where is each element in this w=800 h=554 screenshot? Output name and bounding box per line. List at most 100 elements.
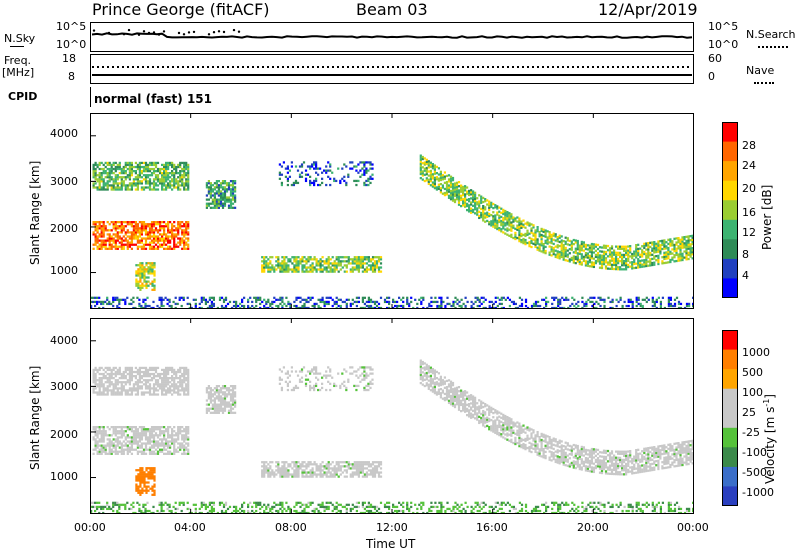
power-cell	[602, 244, 606, 247]
power-cell	[106, 167, 109, 171]
power-cell	[663, 261, 666, 265]
power-cell	[494, 218, 497, 221]
power-cell	[484, 208, 487, 211]
power-cell	[659, 248, 662, 251]
velocity-cell	[140, 428, 144, 431]
velocity-cell	[122, 389, 125, 392]
velocity-cell	[135, 475, 138, 478]
power-cell	[659, 302, 663, 306]
velocity-cell	[100, 436, 103, 439]
velocity-cell	[145, 487, 148, 490]
power-cell	[112, 167, 115, 171]
power-cell	[307, 306, 310, 309]
power-cell	[134, 178, 138, 181]
velocity-cell	[124, 393, 127, 396]
power-cell	[116, 304, 119, 308]
power-cell	[98, 245, 101, 248]
velocity-cell	[159, 428, 162, 431]
velocity-cell	[116, 387, 119, 390]
power-cell	[462, 192, 465, 195]
power-cell	[159, 225, 162, 228]
power-cell	[548, 241, 551, 244]
power-cell	[355, 300, 359, 304]
power-cell	[185, 229, 188, 232]
power-cell	[150, 174, 154, 177]
power-cell	[657, 242, 660, 245]
power-cell	[419, 168, 422, 172]
power-cell	[631, 265, 634, 268]
power-cell	[482, 205, 485, 208]
velocity-cell	[187, 370, 190, 374]
velocity-cell	[98, 440, 101, 443]
power-cell	[311, 268, 314, 271]
velocity-cell	[147, 489, 150, 492]
power-cell	[665, 251, 668, 254]
power-cell	[685, 248, 688, 251]
power-cell	[98, 306, 101, 309]
power-cell	[578, 252, 581, 255]
velocity-cell	[145, 491, 148, 494]
power-cell	[128, 221, 132, 224]
power-cell	[343, 163, 346, 166]
power-cell	[496, 205, 499, 208]
power-cell	[144, 170, 148, 173]
power-cell	[576, 254, 579, 257]
power-cell	[606, 261, 610, 264]
power-cell	[181, 233, 184, 236]
power-cell	[361, 298, 365, 301]
velocity-cell	[141, 481, 144, 484]
power-cell	[165, 243, 168, 246]
power-cell	[289, 304, 292, 308]
velocity-cell	[171, 375, 174, 378]
power-cell	[494, 220, 497, 223]
velocity-cell	[309, 469, 312, 472]
power-cell	[600, 246, 604, 249]
power-cell	[437, 177, 441, 180]
power-cell	[577, 304, 580, 308]
power-cell	[146, 174, 150, 177]
velocity-cell	[118, 381, 121, 384]
power-cell	[132, 235, 136, 238]
velocity-cell	[179, 375, 182, 378]
power-cell	[363, 173, 366, 176]
power-cell	[627, 300, 630, 304]
power-cell	[528, 242, 531, 246]
power-cell	[480, 296, 483, 299]
power-cell	[339, 306, 342, 309]
velocity-cell	[263, 467, 266, 470]
power-cell	[602, 246, 606, 249]
power-cell	[679, 244, 682, 248]
power-cell	[149, 262, 152, 265]
velocity-cell	[130, 368, 134, 372]
power-cell	[635, 250, 638, 253]
velocity-cell	[173, 370, 176, 374]
power-cell	[649, 245, 652, 249]
velocity-cell	[287, 475, 290, 478]
power-cell	[643, 250, 646, 254]
velocity-cell	[337, 467, 340, 470]
power-cell	[286, 177, 290, 180]
velocity-cell	[154, 452, 158, 455]
power-cell	[152, 247, 156, 250]
velocity-cell	[219, 397, 223, 400]
velocity-cell	[335, 461, 338, 464]
velocity-cell	[161, 448, 164, 451]
velocity-cell	[223, 403, 227, 406]
power-cell	[151, 288, 154, 291]
power-cell	[104, 229, 107, 232]
power-cell	[234, 182, 237, 185]
velocity-cell	[114, 446, 117, 449]
power-cell	[130, 161, 134, 165]
power-cell	[167, 235, 170, 238]
velocity-cell	[112, 385, 115, 388]
power-cell	[207, 202, 211, 205]
velocity-cell	[146, 430, 150, 433]
power-cell	[496, 227, 499, 231]
velocity-cell	[143, 483, 146, 486]
power-cell	[518, 221, 521, 224]
power-cell	[689, 255, 692, 258]
velocity-cell	[145, 489, 148, 492]
power-cell	[148, 186, 152, 189]
power-cell	[587, 298, 590, 301]
velocity-cell	[108, 452, 111, 455]
